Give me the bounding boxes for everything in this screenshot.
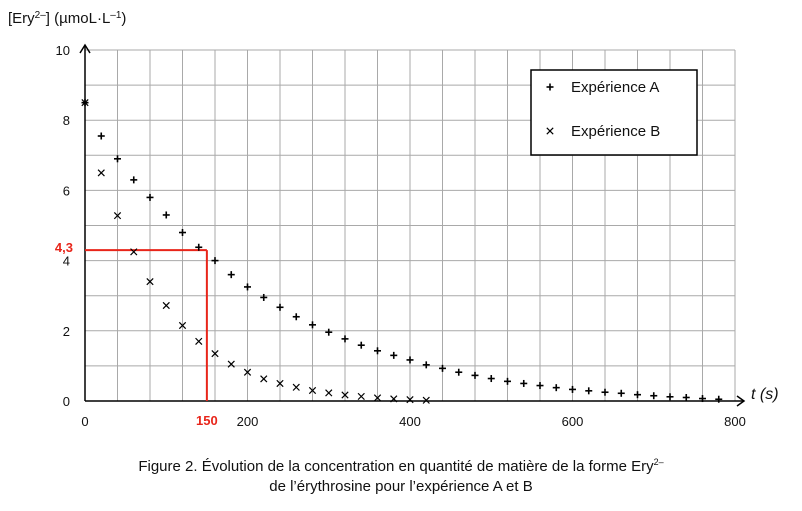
- point-experience-b: [341, 391, 349, 399]
- point-experience-a: [715, 395, 723, 403]
- point-experience-b: [308, 386, 317, 395]
- x-tick-label: 0: [81, 414, 88, 429]
- legend: Expérience A Expérience B: [530, 69, 698, 156]
- point-experience-a: [146, 193, 154, 201]
- point-experience-b: [113, 212, 122, 220]
- point-experience-a: [390, 351, 398, 359]
- point-experience-a: [341, 335, 349, 343]
- point-experience-b: [390, 395, 398, 403]
- point-experience-a: [260, 293, 268, 301]
- point-experience-a: [536, 382, 544, 390]
- point-experience-b: [373, 394, 382, 402]
- legend-label: Expérience B: [571, 123, 660, 140]
- y-tick-label: 4: [63, 254, 70, 269]
- point-experience-b: [81, 99, 89, 107]
- point-experience-a: [114, 155, 121, 163]
- x-tick-label: 600: [562, 414, 584, 429]
- point-experience-b: [162, 301, 170, 310]
- point-experience-a: [585, 387, 593, 395]
- legend-box: [530, 69, 698, 156]
- point-experience-a: [276, 303, 284, 311]
- point-experience-a: [552, 384, 560, 392]
- point-experience-b: [357, 392, 365, 401]
- point-experience-b: [130, 248, 138, 256]
- annotation-y-label: 4,3: [55, 240, 73, 255]
- y-axis-label: [Ery2–] (µmoL·L–1): [8, 10, 126, 28]
- y-tick-label: 0: [63, 394, 70, 409]
- x-tick-label: 400: [399, 414, 421, 429]
- point-experience-a: [601, 388, 609, 396]
- point-experience-a: [617, 389, 625, 397]
- y-axis-arrow: [79, 43, 91, 54]
- point-experience-b: [227, 360, 235, 368]
- point-experience-a: [666, 393, 674, 401]
- point-experience-a: [244, 283, 251, 291]
- y-tick-label: 8: [63, 113, 70, 128]
- point-experience-a: [130, 176, 138, 184]
- x-tick-label: 800: [724, 414, 746, 429]
- point-experience-a: [325, 328, 333, 336]
- caption-line-2: de l’érythrosine pour l’expérience A et …: [269, 478, 533, 495]
- point-experience-a: [357, 341, 365, 349]
- point-experience-b: [195, 337, 203, 345]
- figure-caption: Figure 2. Évolution de la concentration …: [0, 452, 802, 497]
- x-axis-label: t (s): [751, 386, 779, 403]
- point-experience-a: [422, 361, 430, 369]
- point-experience-a: [699, 395, 706, 403]
- point-experience-a: [309, 321, 316, 329]
- point-experience-a: [406, 356, 414, 364]
- point-experience-a: [650, 392, 658, 400]
- point-experience-a: [227, 271, 235, 279]
- point-experience-b: [146, 278, 154, 286]
- point-experience-a: [471, 371, 479, 379]
- point-experience-a: [634, 391, 641, 399]
- point-experience-a: [162, 211, 170, 219]
- caption-line-1: Figure 2. Évolution de la concentration …: [138, 457, 664, 475]
- annotation-x-label: 150: [196, 413, 218, 428]
- legend-label: Expérience A: [571, 79, 659, 96]
- point-experience-a: [487, 375, 495, 383]
- legend-marker-b: [546, 127, 554, 135]
- annotation: 4,3 150: [55, 240, 218, 428]
- point-experience-a: [682, 393, 690, 401]
- y-tick-label: 10: [56, 43, 70, 58]
- point-experience-b: [260, 375, 268, 383]
- data-points: [81, 99, 723, 404]
- x-tick-label: 200: [237, 414, 259, 429]
- point-experience-a: [520, 379, 528, 387]
- legend-marker-a: [546, 83, 554, 91]
- point-experience-a: [211, 257, 219, 265]
- point-experience-b: [97, 169, 105, 177]
- point-experience-b: [325, 389, 333, 397]
- chart: 0 200 400 600 800 0 2 4 6 8 10 4,3 150 Expérience A…: [8, 10, 779, 430]
- point-experience-b: [211, 349, 219, 358]
- point-experience-b: [406, 395, 414, 404]
- point-experience-a: [374, 347, 381, 355]
- point-experience-a: [195, 243, 203, 251]
- point-experience-b: [422, 396, 430, 404]
- y-tick-label: 2: [63, 324, 70, 339]
- point-experience-a: [455, 368, 463, 376]
- point-experience-b: [178, 321, 187, 330]
- point-experience-a: [569, 385, 576, 393]
- x-axis-arrow: [736, 395, 746, 407]
- point-experience-b: [292, 383, 300, 391]
- y-tick-label: 6: [63, 183, 70, 198]
- point-experience-a: [439, 364, 446, 372]
- point-experience-a: [292, 313, 300, 321]
- tick-labels: 0 200 400 600 800 0 2 4 6 8 10: [56, 43, 746, 429]
- point-experience-a: [97, 132, 105, 140]
- point-experience-b: [276, 379, 284, 388]
- point-experience-a: [179, 229, 186, 237]
- point-experience-b: [243, 368, 252, 376]
- point-experience-a: [504, 377, 511, 385]
